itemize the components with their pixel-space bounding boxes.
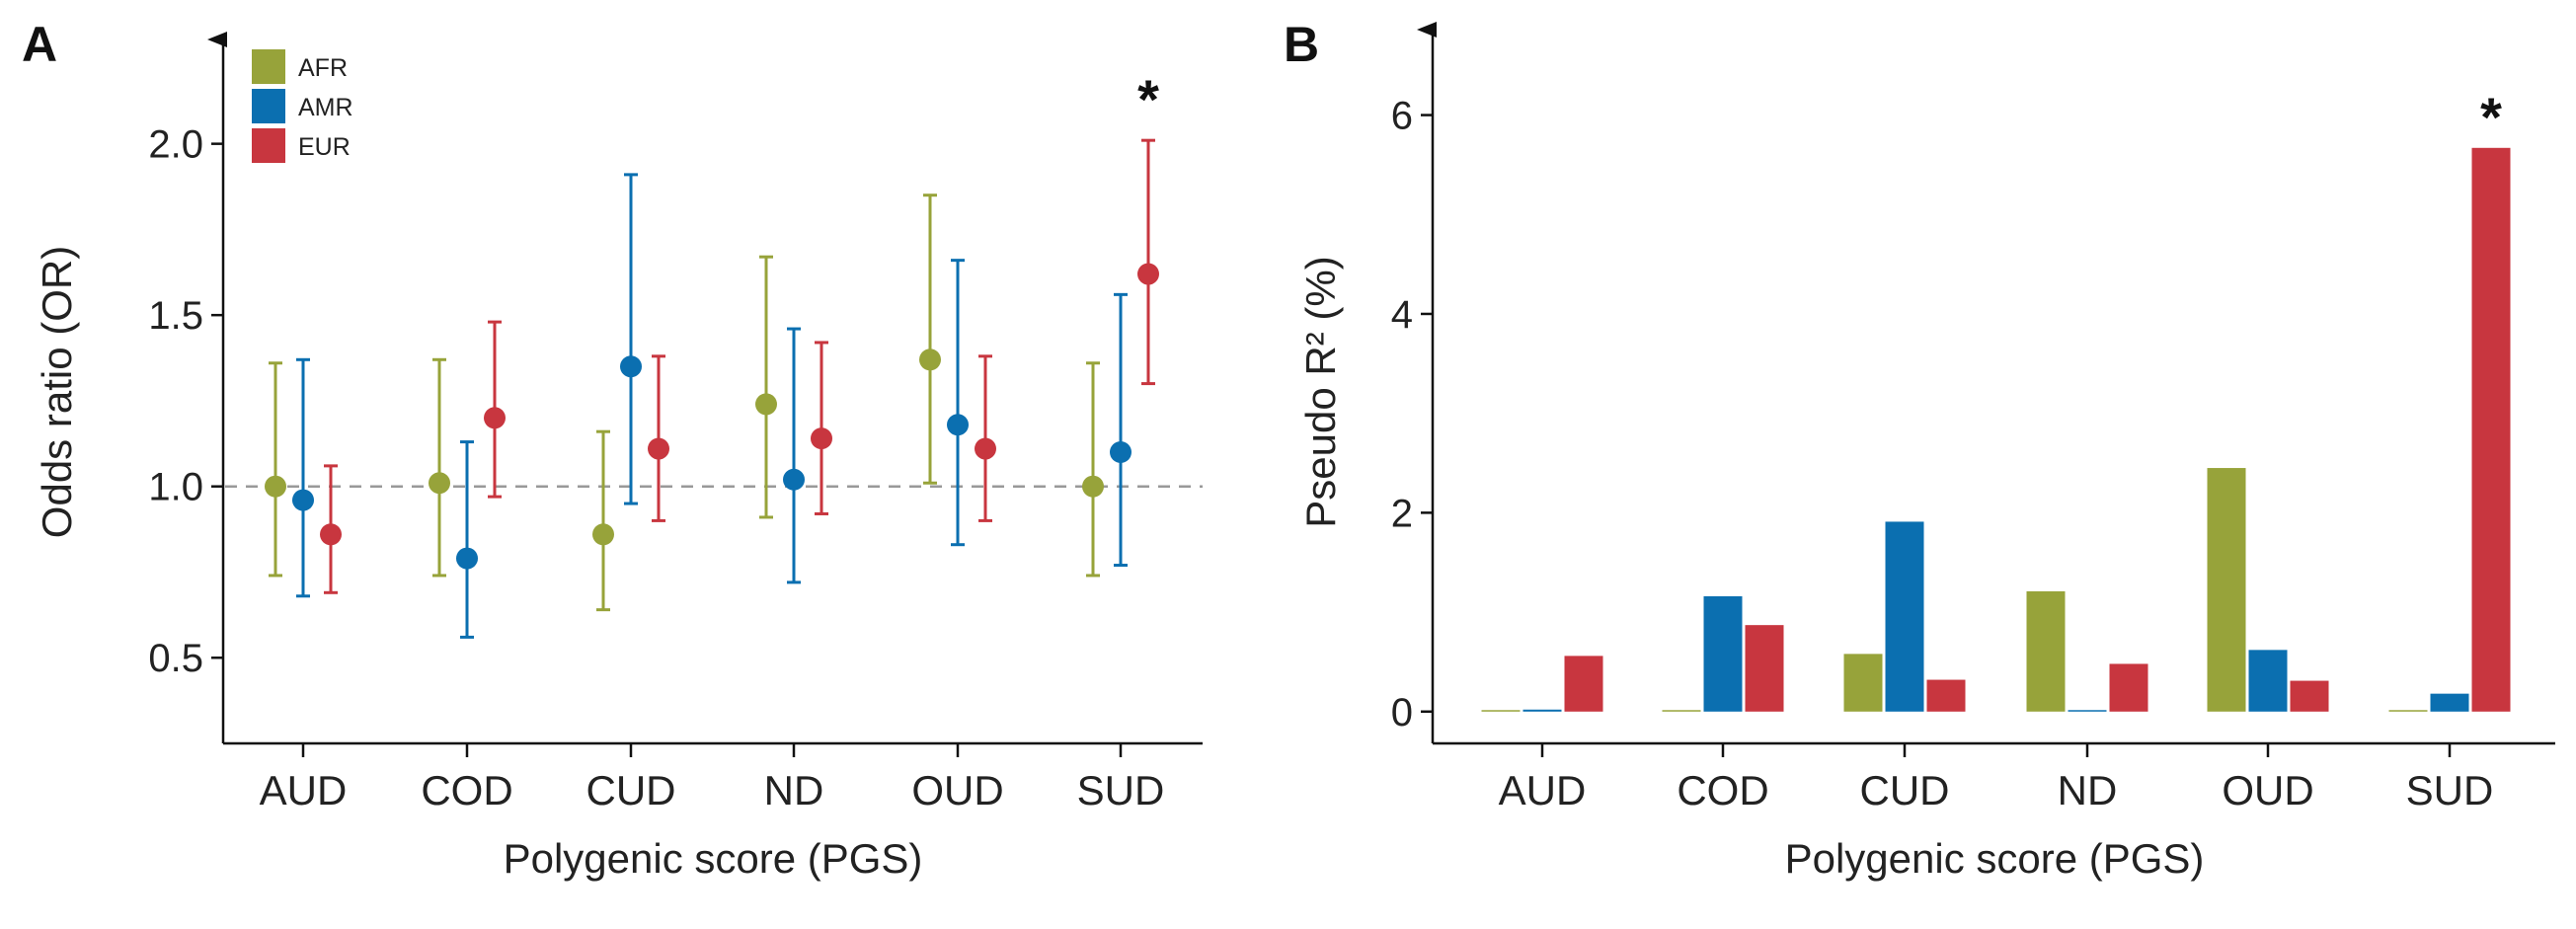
- legend-label-amr: AMR: [298, 94, 353, 121]
- panel-b-pseudo-r2-chart: B Pseudo R² (%) Polygenic score (PGS) 0 2…: [1284, 17, 2555, 882]
- data-point: [484, 407, 506, 429]
- point-amr-sud: [1110, 292, 1132, 568]
- point-eur-nd: [811, 341, 832, 515]
- x-tick-label: OUD: [911, 767, 1003, 813]
- data-point: [783, 468, 805, 491]
- bar-amr-nd: [2068, 710, 2107, 712]
- bar-eur-cod: [1745, 625, 1784, 712]
- data-point: [947, 414, 969, 436]
- panel-a-odds-ratio-chart: A Odds ratio (OR) Polygenic score (PGS) …: [22, 17, 1203, 882]
- point-amr-aud: [292, 357, 314, 598]
- point-afr-cod: [429, 357, 450, 578]
- data-point: [265, 475, 286, 498]
- point-afr-sud: [1082, 361, 1104, 578]
- bar-afr-oud: [2207, 468, 2246, 712]
- data-point: [1137, 263, 1159, 285]
- x-axis-title-b: Polygenic score (PGS): [1785, 835, 2205, 882]
- x-tick-label: CUD: [586, 767, 676, 813]
- x-tick-label: AUD: [260, 767, 348, 813]
- data-point: [811, 427, 832, 450]
- legend: AFR AMR EUR: [252, 49, 353, 163]
- data-point: [755, 393, 777, 416]
- x-tick-label: SUD: [2406, 767, 2494, 813]
- data-point: [456, 547, 478, 570]
- data-point: [592, 523, 614, 546]
- data-point: [975, 437, 996, 460]
- y-axis-title-a: Odds ratio (OR): [34, 246, 80, 538]
- bar-amr-aud: [1522, 709, 1562, 712]
- x-tick-label: ND: [764, 767, 824, 813]
- legend-label-eur: EUR: [298, 133, 351, 161]
- bar-afr-aud: [1481, 710, 1521, 712]
- panel-label-a: A: [22, 17, 57, 72]
- legend-swatch-eur: [252, 128, 285, 163]
- point-amr-oud: [947, 259, 969, 547]
- point-eur-sud: [1137, 138, 1159, 386]
- x-tick-label: ND: [2058, 767, 2118, 813]
- point-eur-oud: [975, 354, 996, 522]
- legend-label-afr: AFR: [298, 54, 348, 82]
- bar-eur-cud: [1926, 679, 1966, 712]
- point-afr-aud: [265, 361, 286, 578]
- y-tick-label: 2.0: [148, 123, 203, 167]
- bar-eur-nd: [2109, 663, 2148, 712]
- y-axis-title-b: Pseudo R² (%): [1297, 256, 1344, 527]
- point-afr-oud: [919, 194, 941, 485]
- y-tick-label: 0.5: [148, 637, 203, 680]
- point-eur-cod: [484, 320, 506, 499]
- point-amr-nd: [783, 327, 805, 584]
- y-tick-label: 6: [1391, 95, 1413, 138]
- x-axis-title-a: Polygenic score (PGS): [504, 835, 923, 882]
- bar-afr-sud: [2388, 710, 2428, 712]
- data-point: [292, 489, 314, 511]
- bar-amr-oud: [2248, 650, 2288, 712]
- bar-eur-oud: [2290, 680, 2329, 712]
- point-afr-nd: [755, 255, 777, 519]
- bar-afr-cud: [1843, 654, 1883, 712]
- data-point: [648, 437, 669, 460]
- point-eur-aud: [320, 464, 342, 594]
- bar-afr-nd: [2026, 590, 2066, 712]
- y-tick-label: 1.0: [148, 466, 203, 509]
- bar-eur-aud: [1564, 656, 1603, 712]
- bar-amr-cud: [1885, 521, 1924, 712]
- y-tick-label: 0: [1391, 691, 1413, 735]
- y-tick-label: 2: [1391, 492, 1413, 535]
- y-tick-label: 4: [1391, 293, 1413, 337]
- bar-amr-sud: [2430, 693, 2469, 712]
- y-tick-label: 1.5: [148, 294, 203, 338]
- significance-asterisk-a: *: [1137, 68, 1159, 130]
- point-eur-cud: [648, 354, 669, 522]
- x-tick-label: CUD: [1860, 767, 1950, 813]
- data-point: [620, 355, 642, 378]
- point-amr-cod: [456, 440, 478, 639]
- panel-label-b: B: [1284, 17, 1319, 72]
- bar-eur-sud: [2471, 147, 2511, 712]
- legend-swatch-amr: [252, 89, 285, 123]
- point-amr-cud: [620, 173, 642, 505]
- data-point: [320, 523, 342, 546]
- x-tick-label: COD: [1677, 767, 1768, 813]
- point-afr-cud: [592, 429, 614, 612]
- x-tick-label: OUD: [2222, 767, 2313, 813]
- significance-asterisk-b: *: [2480, 86, 2502, 148]
- data-point: [919, 348, 941, 371]
- data-point: [1082, 475, 1104, 498]
- data-point: [429, 472, 450, 495]
- bar-amr-cod: [1703, 595, 1743, 712]
- data-point: [1110, 441, 1132, 463]
- bar-afr-cod: [1662, 710, 1701, 712]
- x-tick-label: AUD: [1499, 767, 1587, 813]
- x-tick-label: COD: [421, 767, 512, 813]
- x-tick-label: SUD: [1077, 767, 1165, 813]
- legend-swatch-afr: [252, 49, 285, 84]
